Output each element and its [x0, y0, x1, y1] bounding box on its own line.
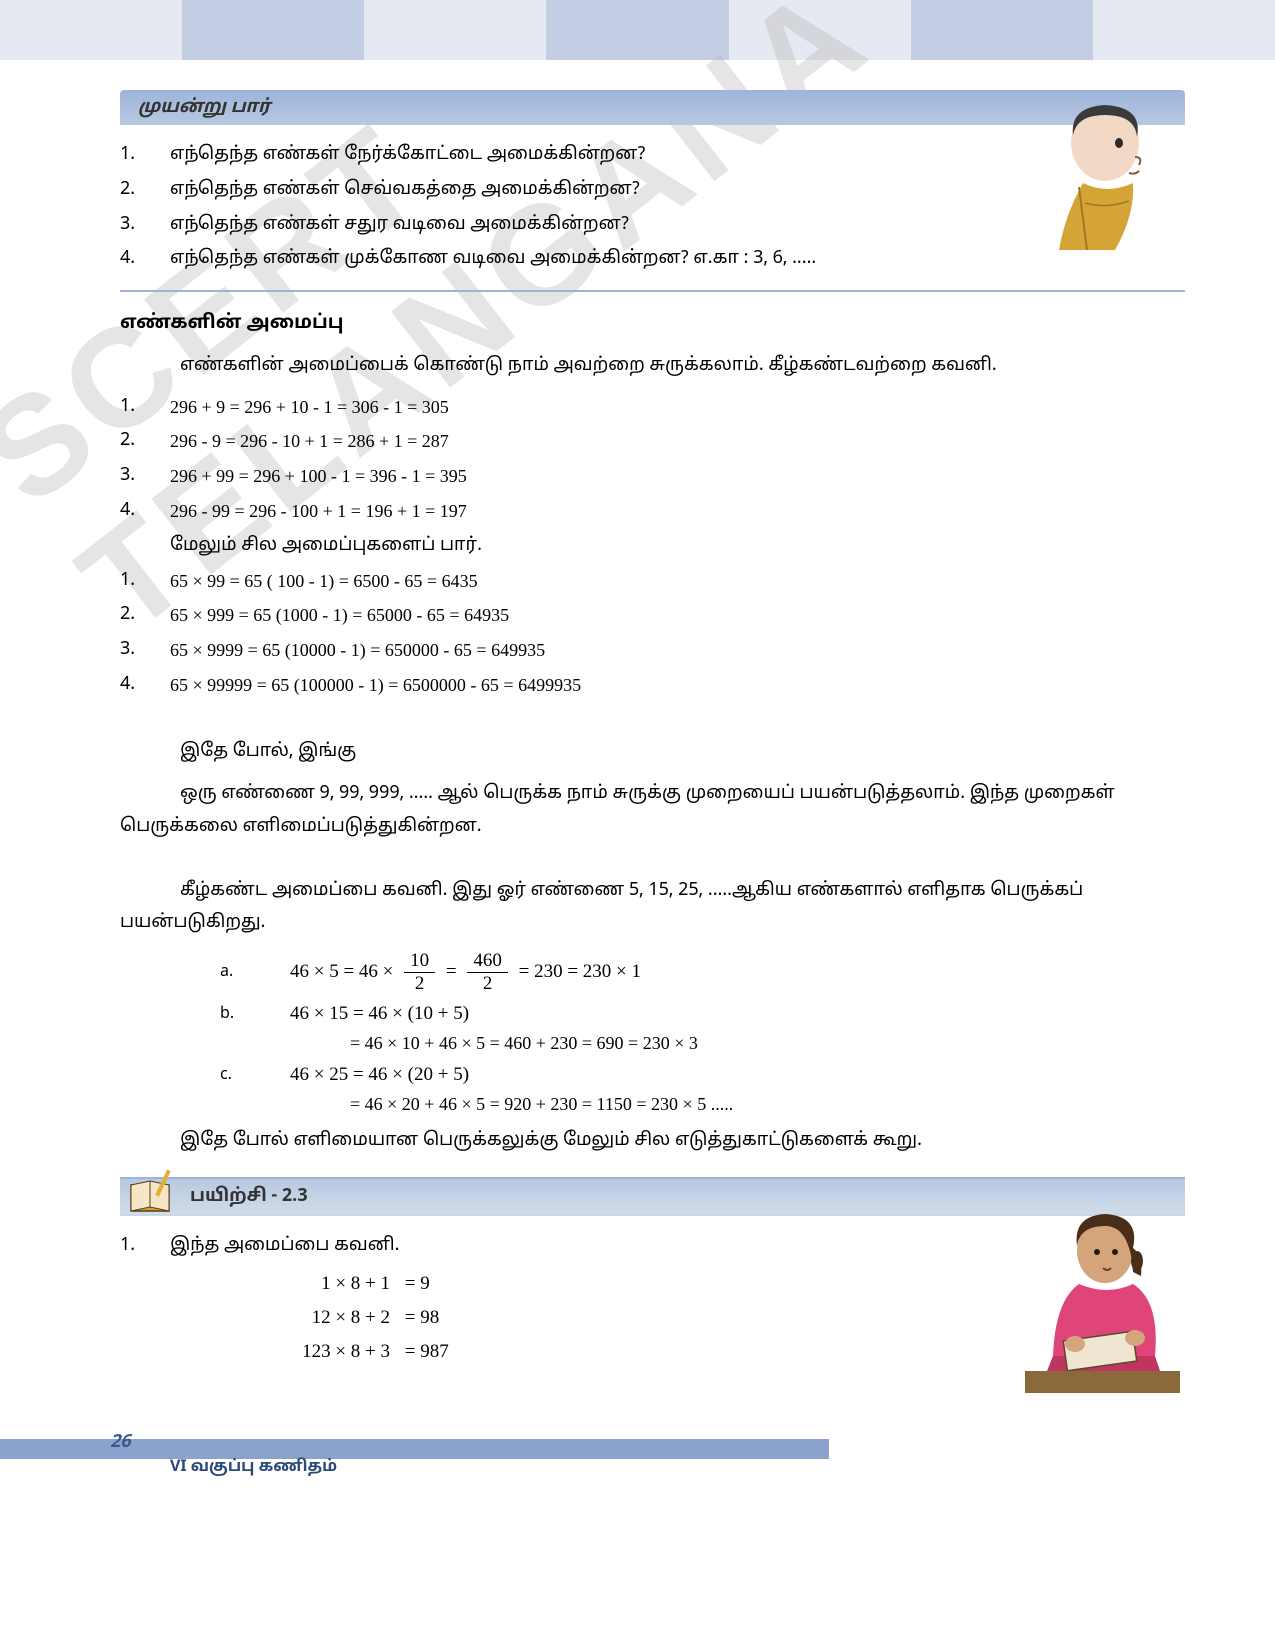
item-number: 1. [120, 393, 170, 422]
top-color-bar [0, 0, 1275, 60]
math-example-b-cont: = 46 × 10 + 46 × 5 = 460 + 230 = 690 = 2… [350, 1033, 1185, 1054]
calc-line: 4. 65 × 99999 = 65 (100000 - 1) = 650000… [120, 671, 1185, 700]
item-number: 2. [120, 176, 170, 205]
para: ஒரு எண்ணை 9, 99, 999, ..... ஆல் பெருக்க … [120, 778, 1185, 843]
para: இதே போல், இங்கு [120, 736, 1185, 768]
calc-text: 296 + 99 = 296 + 100 - 1 = 396 - 1 = 395 [170, 462, 1185, 491]
calc-line: 1. 65 × 99 = 65 ( 100 - 1) = 6500 - 65 =… [120, 567, 1185, 596]
item-number: 1. [120, 567, 170, 596]
item-number: 4. [120, 671, 170, 700]
calc-line: 4. 296 - 99 = 296 - 100 + 1 = 196 + 1 = … [120, 497, 1185, 526]
footer-text: VI வகுப்பு கணிதம் [170, 1457, 337, 1477]
math-example-a: a. 46 × 5 = 46 × 10 2 = 460 2 = 230 = 23… [220, 950, 1185, 995]
book-icon [125, 1167, 180, 1217]
math-example-b: b. 46 × 15 = 46 × (10 + 5) [220, 1003, 1185, 1025]
item-number: 3. [120, 211, 170, 240]
calc-line: 2. 65 × 999 = 65 (1000 - 1) = 65000 - 65… [120, 601, 1185, 630]
page-footer: 26 VI வகுப்பு கணிதம் [0, 1439, 1275, 1499]
page-number: 26 [110, 1431, 131, 1454]
boy-illustration [1035, 95, 1175, 255]
item-number: 2. [120, 601, 170, 630]
calc-line: 2. 296 - 9 = 296 - 10 + 1 = 286 + 1 = 28… [120, 427, 1185, 456]
try-it-box: முயன்று பார் 1. எந்த [120, 90, 1185, 292]
calc-text: 65 × 99999 = 65 (100000 - 1) = 6500000 -… [170, 671, 1185, 700]
math-example-c-cont: = 46 × 20 + 46 × 5 = 920 + 230 = 1150 = … [350, 1094, 1185, 1115]
item-number: 3. [120, 636, 170, 665]
item-number: 4. [120, 245, 170, 274]
calc-line: 3. 65 × 9999 = 65 (10000 - 1) = 650000 -… [120, 636, 1185, 665]
try-it-header: முயன்று பார் [120, 90, 1185, 125]
try-item: 2. எந்தெந்த எண்கள் செவ்வகத்தை அமைக்கின்ற… [120, 176, 1185, 205]
calc-line: 3. 296 + 99 = 296 + 100 - 1 = 396 - 1 = … [120, 462, 1185, 491]
exercise-box: பயிற்சி - 2.3 [120, 1177, 1185, 1379]
item-number: 3. [120, 462, 170, 491]
math-example-c: c. 46 × 25 = 46 × (20 + 5) [220, 1064, 1185, 1086]
calc-line: 1. 296 + 9 = 296 + 10 - 1 = 306 - 1 = 30… [120, 393, 1185, 422]
calc-text: 65 × 99 = 65 ( 100 - 1) = 6500 - 65 = 64… [170, 567, 1185, 596]
item-text: எந்தெந்த எண்கள் சதுர வடிவை அமைக்கின்றன? [170, 211, 1185, 240]
item-number: 4. [120, 497, 170, 526]
try-item: 3. எந்தெந்த எண்கள் சதுர வடிவை அமைக்கின்ற… [120, 211, 1185, 240]
item-number: 2. [120, 427, 170, 456]
calc-text: 296 + 9 = 296 + 10 - 1 = 306 - 1 = 305 [170, 393, 1185, 422]
para: இதே போல் எளிமையான பெருக்கலுக்கு மேலும் ச… [120, 1125, 1185, 1157]
section-heading: எண்களின் அமைப்பு [120, 312, 1185, 336]
item-text: எந்தெந்த எண்கள் செவ்வகத்தை அமைக்கின்றன? [170, 176, 1185, 205]
item-number: 1. [120, 1232, 170, 1261]
try-item: 4. எந்தெந்த எண்கள் முக்கோண வடிவை அமைக்கி… [120, 245, 1185, 274]
calc-text: 296 - 9 = 296 - 10 + 1 = 286 + 1 = 287 [170, 427, 1185, 456]
girl-illustration [1015, 1206, 1185, 1396]
sub-para: மேலும் சில அமைப்புகளைப் பார். [120, 532, 1185, 561]
calc-text: 65 × 999 = 65 (1000 - 1) = 65000 - 65 = … [170, 601, 1185, 630]
para: கீழ்கண்ட அமைப்பை கவனி. இது ஓர் எண்ணை 5, … [120, 875, 1185, 940]
calc-text: 65 × 9999 = 65 (10000 - 1) = 650000 - 65… [170, 636, 1185, 665]
item-number: 1. [120, 141, 170, 170]
intro-para: எண்களின் அமைப்பைக் கொண்டு நாம் அவற்றை சு… [120, 350, 1185, 382]
try-item: 1. எந்தெந்த எண்கள் நேர்க்கோட்டை அமைக்கின… [120, 141, 1185, 170]
item-text: எந்தெந்த எண்கள் முக்கோண வடிவை அமைக்கின்ற… [170, 245, 1185, 274]
item-text: எந்தெந்த எண்கள் நேர்க்கோட்டை அமைக்கின்றன… [170, 141, 1185, 170]
calc-text: 296 - 99 = 296 - 100 + 1 = 196 + 1 = 197 [170, 497, 1185, 526]
